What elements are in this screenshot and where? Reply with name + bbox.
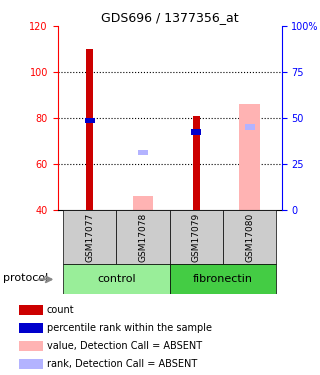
Bar bbox=[170, 264, 276, 294]
Bar bbox=[133, 196, 153, 210]
Text: protocol: protocol bbox=[3, 273, 48, 283]
Bar bbox=[19, 322, 43, 333]
Text: GSM17078: GSM17078 bbox=[139, 213, 148, 262]
Text: rank, Detection Call = ABSENT: rank, Detection Call = ABSENT bbox=[47, 359, 197, 369]
Bar bbox=[86, 49, 93, 210]
Text: value, Detection Call = ABSENT: value, Detection Call = ABSENT bbox=[47, 341, 202, 351]
Bar bbox=[63, 264, 170, 294]
Bar bbox=[193, 116, 199, 210]
Bar bbox=[138, 150, 148, 156]
Bar bbox=[63, 210, 116, 264]
Title: GDS696 / 1377356_at: GDS696 / 1377356_at bbox=[101, 11, 238, 24]
Bar bbox=[170, 210, 223, 264]
Text: GSM17079: GSM17079 bbox=[192, 213, 201, 262]
Text: count: count bbox=[47, 305, 74, 315]
Text: percentile rank within the sample: percentile rank within the sample bbox=[47, 323, 212, 333]
Bar bbox=[19, 304, 43, 315]
Bar bbox=[191, 129, 201, 135]
Bar bbox=[223, 210, 276, 264]
Text: control: control bbox=[97, 274, 136, 284]
Bar bbox=[244, 124, 255, 130]
Bar bbox=[116, 210, 170, 264]
Text: fibronectin: fibronectin bbox=[193, 274, 253, 284]
Bar bbox=[19, 358, 43, 369]
Bar bbox=[239, 104, 260, 210]
Bar bbox=[19, 340, 43, 351]
Text: GSM17080: GSM17080 bbox=[245, 213, 254, 262]
Bar bbox=[84, 117, 95, 123]
Text: GSM17077: GSM17077 bbox=[85, 213, 94, 262]
